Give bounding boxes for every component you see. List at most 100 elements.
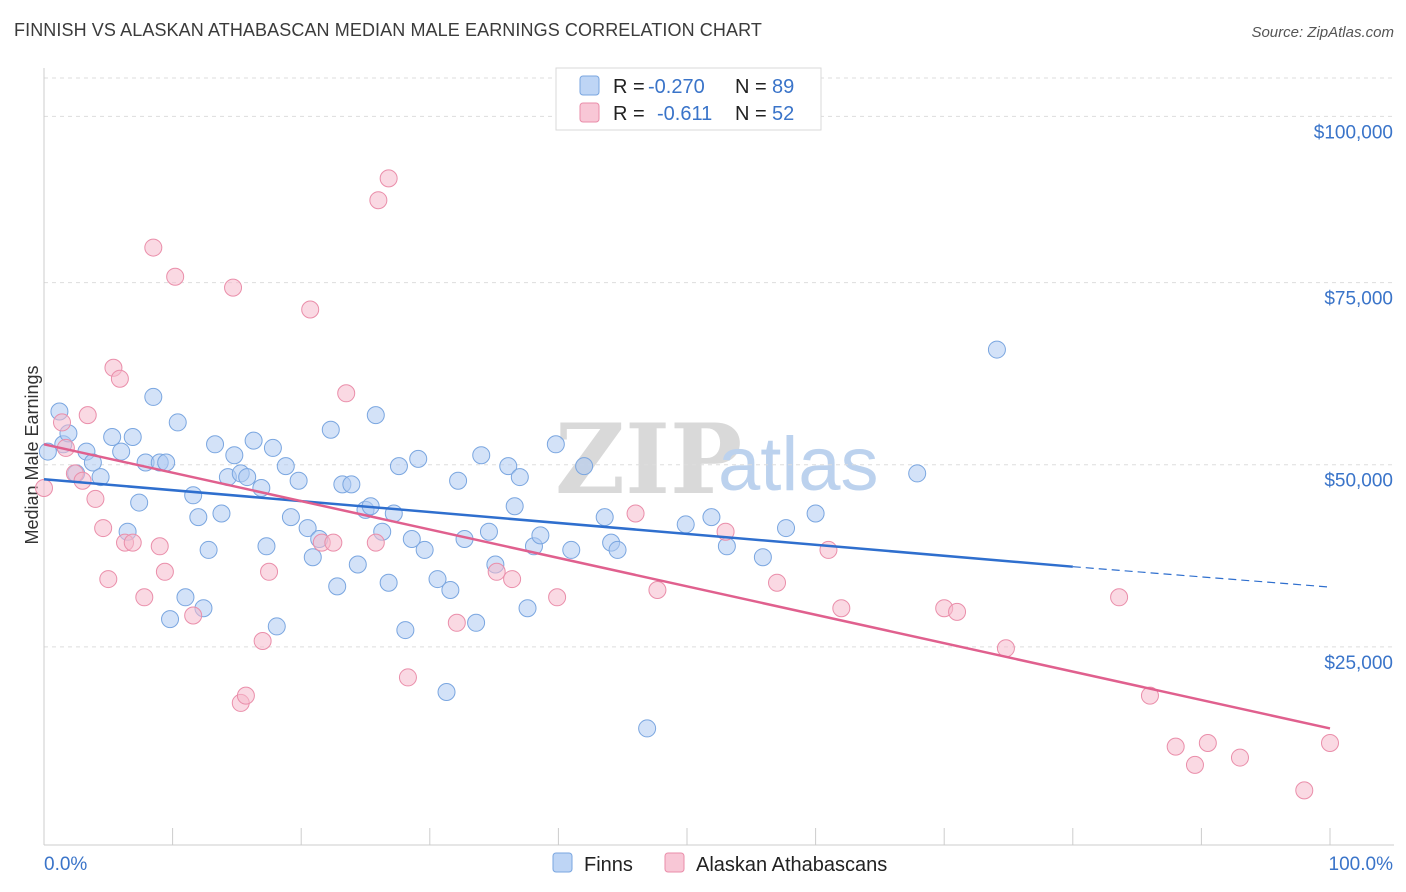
bottom-legend-swatch-finns <box>552 852 573 873</box>
athabascans-trend-line <box>43 443 1331 730</box>
legend-n-value-finns: 89 <box>772 76 794 98</box>
y-tick-label: $75,000 <box>1324 289 1393 310</box>
legend-r-value-athabascans: -0.611 <box>657 103 712 125</box>
finns-point <box>777 519 796 538</box>
finns-point <box>753 548 772 567</box>
legend-swatch-finns <box>579 75 600 96</box>
finns-point <box>91 468 110 487</box>
x-ticks <box>43 828 1331 845</box>
finns-point <box>276 457 295 476</box>
finns-point <box>409 449 428 468</box>
athabascans-point <box>150 537 169 556</box>
athabascans-point <box>301 300 320 319</box>
legend-r-label-athabascans: R = <box>613 103 645 125</box>
athabascans-point <box>1198 734 1217 752</box>
finns-point <box>437 683 456 701</box>
finns-point <box>518 599 537 618</box>
bottom-legend: Finns Alaskan Athabascans <box>552 852 887 876</box>
finns-point <box>379 573 398 592</box>
finns-point <box>342 475 361 494</box>
bottom-legend-label-finns: Finns <box>584 854 633 876</box>
finns-point <box>289 471 308 490</box>
legend-n-label-finns: N = <box>735 76 767 98</box>
athabascans-point <box>99 570 118 589</box>
finns-point <box>238 468 257 487</box>
finns-point <box>908 464 927 483</box>
athabascans-point <box>155 562 174 581</box>
finns-point <box>402 530 421 548</box>
finns-point <box>366 406 385 425</box>
chart-title: FINNISH VS ALASKAN ATHABASCAN MEDIAN MAL… <box>14 20 762 40</box>
athabascans-point <box>626 504 645 523</box>
chart-source: Source: ZipAtlas.com <box>1251 24 1394 41</box>
finns-point <box>157 453 176 472</box>
athabascans-point <box>110 369 129 388</box>
legend-n-value-athabascans: 52 <box>772 103 794 125</box>
finns-trend-extension <box>1072 566 1331 588</box>
athabascans-point <box>1321 734 1339 752</box>
athabascans-point <box>78 406 97 425</box>
finns-point <box>168 413 187 432</box>
athabascans-point <box>1140 686 1159 705</box>
finns-point <box>184 486 203 505</box>
athabascans-point <box>648 581 667 599</box>
finns-point <box>112 442 131 461</box>
top-legend: R = -0.270 N = 89 R = -0.611 N = 52 <box>555 67 822 131</box>
finns-point <box>303 548 322 567</box>
finns-point <box>263 438 282 457</box>
athabascans-point <box>224 278 243 297</box>
finns-point <box>396 621 415 640</box>
finns-point <box>389 457 408 476</box>
finns-point <box>510 468 529 487</box>
legend-n-label-athabascans: N = <box>735 103 767 125</box>
finns-point <box>161 610 180 629</box>
finns-point <box>348 555 367 574</box>
x-tick-label-max: 100.0% <box>1329 854 1394 875</box>
athabascans-point <box>35 479 53 497</box>
athabascans-point <box>123 533 142 552</box>
finns-point <box>130 493 149 512</box>
finns-point <box>212 504 231 523</box>
trend-lines <box>43 443 1331 730</box>
athabascans-point <box>324 533 343 552</box>
bottom-legend-label-athabascans: Alaskan Athabascans <box>696 854 887 876</box>
finns-point <box>415 540 434 559</box>
finns-point <box>428 570 447 589</box>
finns-trend-line <box>43 478 1073 568</box>
athabascans-point <box>1185 755 1204 774</box>
finns-point <box>176 588 195 607</box>
finns-point <box>505 497 524 516</box>
gridlines <box>44 77 1394 648</box>
athabascans-point <box>487 562 506 581</box>
finns-point <box>806 504 825 523</box>
athabascans-point <box>1110 588 1129 607</box>
finns-point <box>575 457 594 476</box>
athabascans-point <box>1230 748 1249 767</box>
finns-point <box>298 519 317 538</box>
finns-point <box>608 540 627 559</box>
finns-point <box>328 577 347 596</box>
finns-point <box>702 508 721 527</box>
athabascans-point <box>379 169 398 188</box>
finns-point <box>987 340 1006 359</box>
y-tick-label: $100,000 <box>1314 122 1393 143</box>
athabascans-point <box>398 668 417 687</box>
finns-point <box>144 387 163 406</box>
athabascans-point <box>86 489 105 508</box>
athabascans-point <box>236 686 255 705</box>
finns-point <box>206 435 225 454</box>
athabascans-point <box>1295 781 1314 800</box>
finns-point <box>638 719 657 738</box>
legend-swatch-athabascans <box>579 102 600 123</box>
legend-r-label-finns: R = <box>613 76 645 98</box>
y-tick-label: $25,000 <box>1324 653 1393 674</box>
finns-point <box>281 508 300 527</box>
y-axis-label: Median Male Earnings <box>22 365 42 544</box>
finns-point <box>676 515 695 534</box>
athabascans-point <box>260 562 279 581</box>
athabascans-point <box>94 519 113 538</box>
athabascans-point <box>1166 737 1185 756</box>
finns-point <box>321 420 340 439</box>
finns-point <box>225 446 244 465</box>
